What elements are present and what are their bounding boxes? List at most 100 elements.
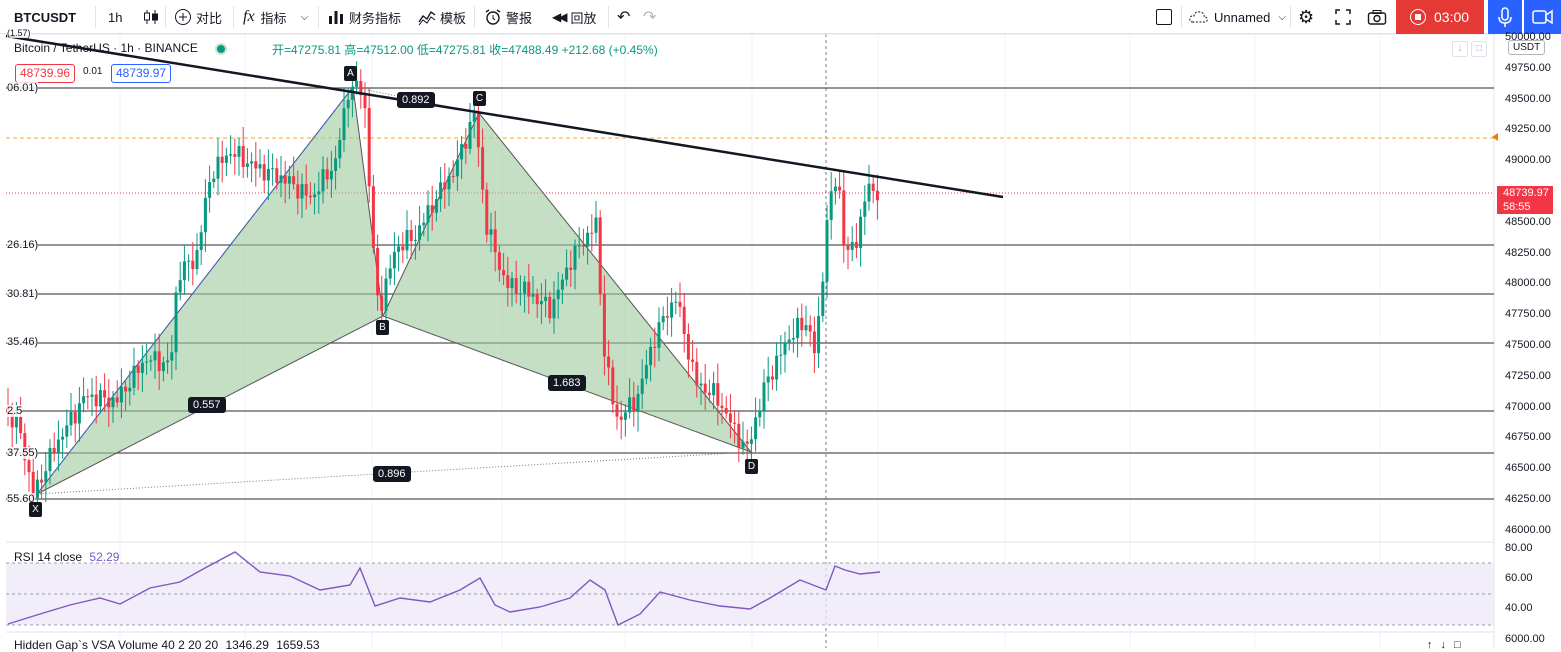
candle-body — [107, 397, 111, 408]
chart-canvas[interactable] — [0, 34, 1561, 648]
square-icon — [1156, 9, 1172, 25]
candle-body — [237, 146, 241, 157]
candle-body — [766, 376, 770, 383]
candle-body — [199, 232, 203, 251]
ac-line — [352, 86, 480, 114]
rewind-icon: ◀◀ — [552, 10, 568, 24]
trendline[interactable] — [5, 34, 1004, 199]
interval-button[interactable]: 1h — [108, 0, 122, 34]
price-tick: 47000.00 — [1505, 400, 1551, 413]
candle-body — [254, 161, 258, 169]
layout-toggle-button[interactable] — [1156, 0, 1172, 34]
compare-button[interactable]: 对比 — [174, 0, 222, 34]
candle-body — [703, 383, 707, 393]
candle-body — [682, 306, 686, 334]
fx-icon: fx — [243, 8, 255, 25]
candle-body — [405, 229, 409, 251]
candle-body — [317, 191, 321, 195]
candle-body — [670, 302, 674, 318]
camera-record-button[interactable] — [1524, 0, 1561, 34]
rsi-line — [7, 551, 881, 626]
candle-body — [506, 275, 510, 289]
candle-body — [203, 197, 207, 233]
candle-body — [283, 175, 287, 184]
candle-body — [388, 268, 392, 279]
volume-legend: Hidden Gap`s VSA Volume 40 2 20 20 1346.… — [14, 638, 320, 652]
divider — [1290, 6, 1291, 28]
candle-body — [430, 205, 434, 213]
spread-value: 0.01 — [83, 66, 103, 77]
candle-body — [418, 225, 422, 240]
candle-body — [136, 365, 140, 373]
candle-body — [859, 216, 863, 248]
candle-body — [94, 394, 98, 407]
high-value: 高=47512.00 — [344, 43, 414, 57]
snapshot-button[interactable] — [1367, 0, 1387, 34]
volume-value-1: 1346.29 — [225, 638, 269, 652]
volume-value-2: 1659.53 — [276, 638, 320, 652]
candle-body — [426, 205, 430, 223]
candle-body — [724, 408, 728, 414]
currency-button[interactable]: USDT — [1508, 40, 1546, 55]
maximize-pane-button[interactable]: □ — [1471, 41, 1487, 57]
fullscreen-button[interactable] — [1334, 0, 1352, 34]
layout-name-button[interactable]: Unnamed ⌵ — [1188, 0, 1286, 34]
candle-body — [195, 250, 199, 270]
candle-body — [796, 317, 800, 339]
candle-body — [770, 376, 774, 380]
fib-level-label: 26.16) — [7, 239, 39, 251]
candle-body — [712, 383, 716, 396]
chevron-down-icon: ⌵ — [1278, 11, 1286, 23]
candle-body — [539, 300, 543, 305]
divider — [474, 6, 475, 28]
redo-button[interactable]: ↷ — [643, 0, 656, 34]
candle-body — [250, 161, 254, 164]
candle-body — [82, 396, 86, 404]
candle-body — [40, 479, 44, 483]
templates-button[interactable]: 模板 — [418, 0, 466, 34]
rsi-legend: RSI 14 close 52.29 — [14, 550, 119, 564]
candle-body — [287, 176, 291, 184]
candle-body — [10, 412, 14, 428]
candle-body — [313, 194, 317, 198]
indicators-button[interactable]: fx 指标 ⌵ — [243, 0, 308, 34]
microphone-button[interactable] — [1488, 0, 1522, 34]
sell-price: 48739.96 — [20, 66, 71, 80]
candle-body — [485, 189, 489, 235]
candle-body — [86, 396, 90, 398]
stop-recording-button[interactable]: 03:00 — [1396, 0, 1484, 34]
buy-button[interactable]: 48739.97 — [111, 64, 172, 83]
candle-body — [754, 417, 758, 440]
rsi-value: 52.29 — [89, 550, 120, 564]
maximize-icon: □ — [1454, 639, 1469, 651]
candle-body — [817, 316, 821, 354]
candle-body — [632, 397, 636, 412]
candle-body — [854, 242, 858, 248]
candle-body — [812, 331, 816, 354]
candle-body — [594, 217, 598, 233]
symbol-search[interactable]: BTCUSDT — [14, 0, 76, 34]
candle-body — [355, 80, 359, 87]
candle-body — [455, 159, 459, 177]
candle-body — [695, 361, 699, 386]
chart-type-button[interactable] — [142, 0, 160, 34]
point-label-d: D — [745, 459, 758, 474]
candle-body — [212, 178, 216, 182]
sell-button[interactable]: 48739.96 — [15, 64, 76, 83]
candle-body — [548, 296, 552, 319]
candle-body — [800, 317, 804, 331]
candle-body — [73, 412, 77, 424]
candle-body — [182, 261, 186, 281]
financials-button[interactable]: 财务指标 — [327, 0, 401, 34]
candle-body — [846, 244, 850, 250]
change-value: +212.68 (+0.45%) — [561, 43, 658, 57]
replay-button[interactable]: ◀◀ 回放 — [552, 0, 596, 34]
move-down-button[interactable]: ↓ — [1452, 41, 1468, 57]
candle-body — [145, 361, 149, 363]
alerts-button[interactable]: 警报 — [484, 0, 532, 34]
undo-button[interactable]: ↶ — [617, 0, 630, 34]
price-tick: 49250.00 — [1505, 123, 1551, 136]
settings-button[interactable]: ⚙ — [1298, 0, 1314, 34]
volume-pane-controls[interactable]: ↑↓□ — [1427, 639, 1469, 651]
candle-body — [716, 383, 720, 406]
